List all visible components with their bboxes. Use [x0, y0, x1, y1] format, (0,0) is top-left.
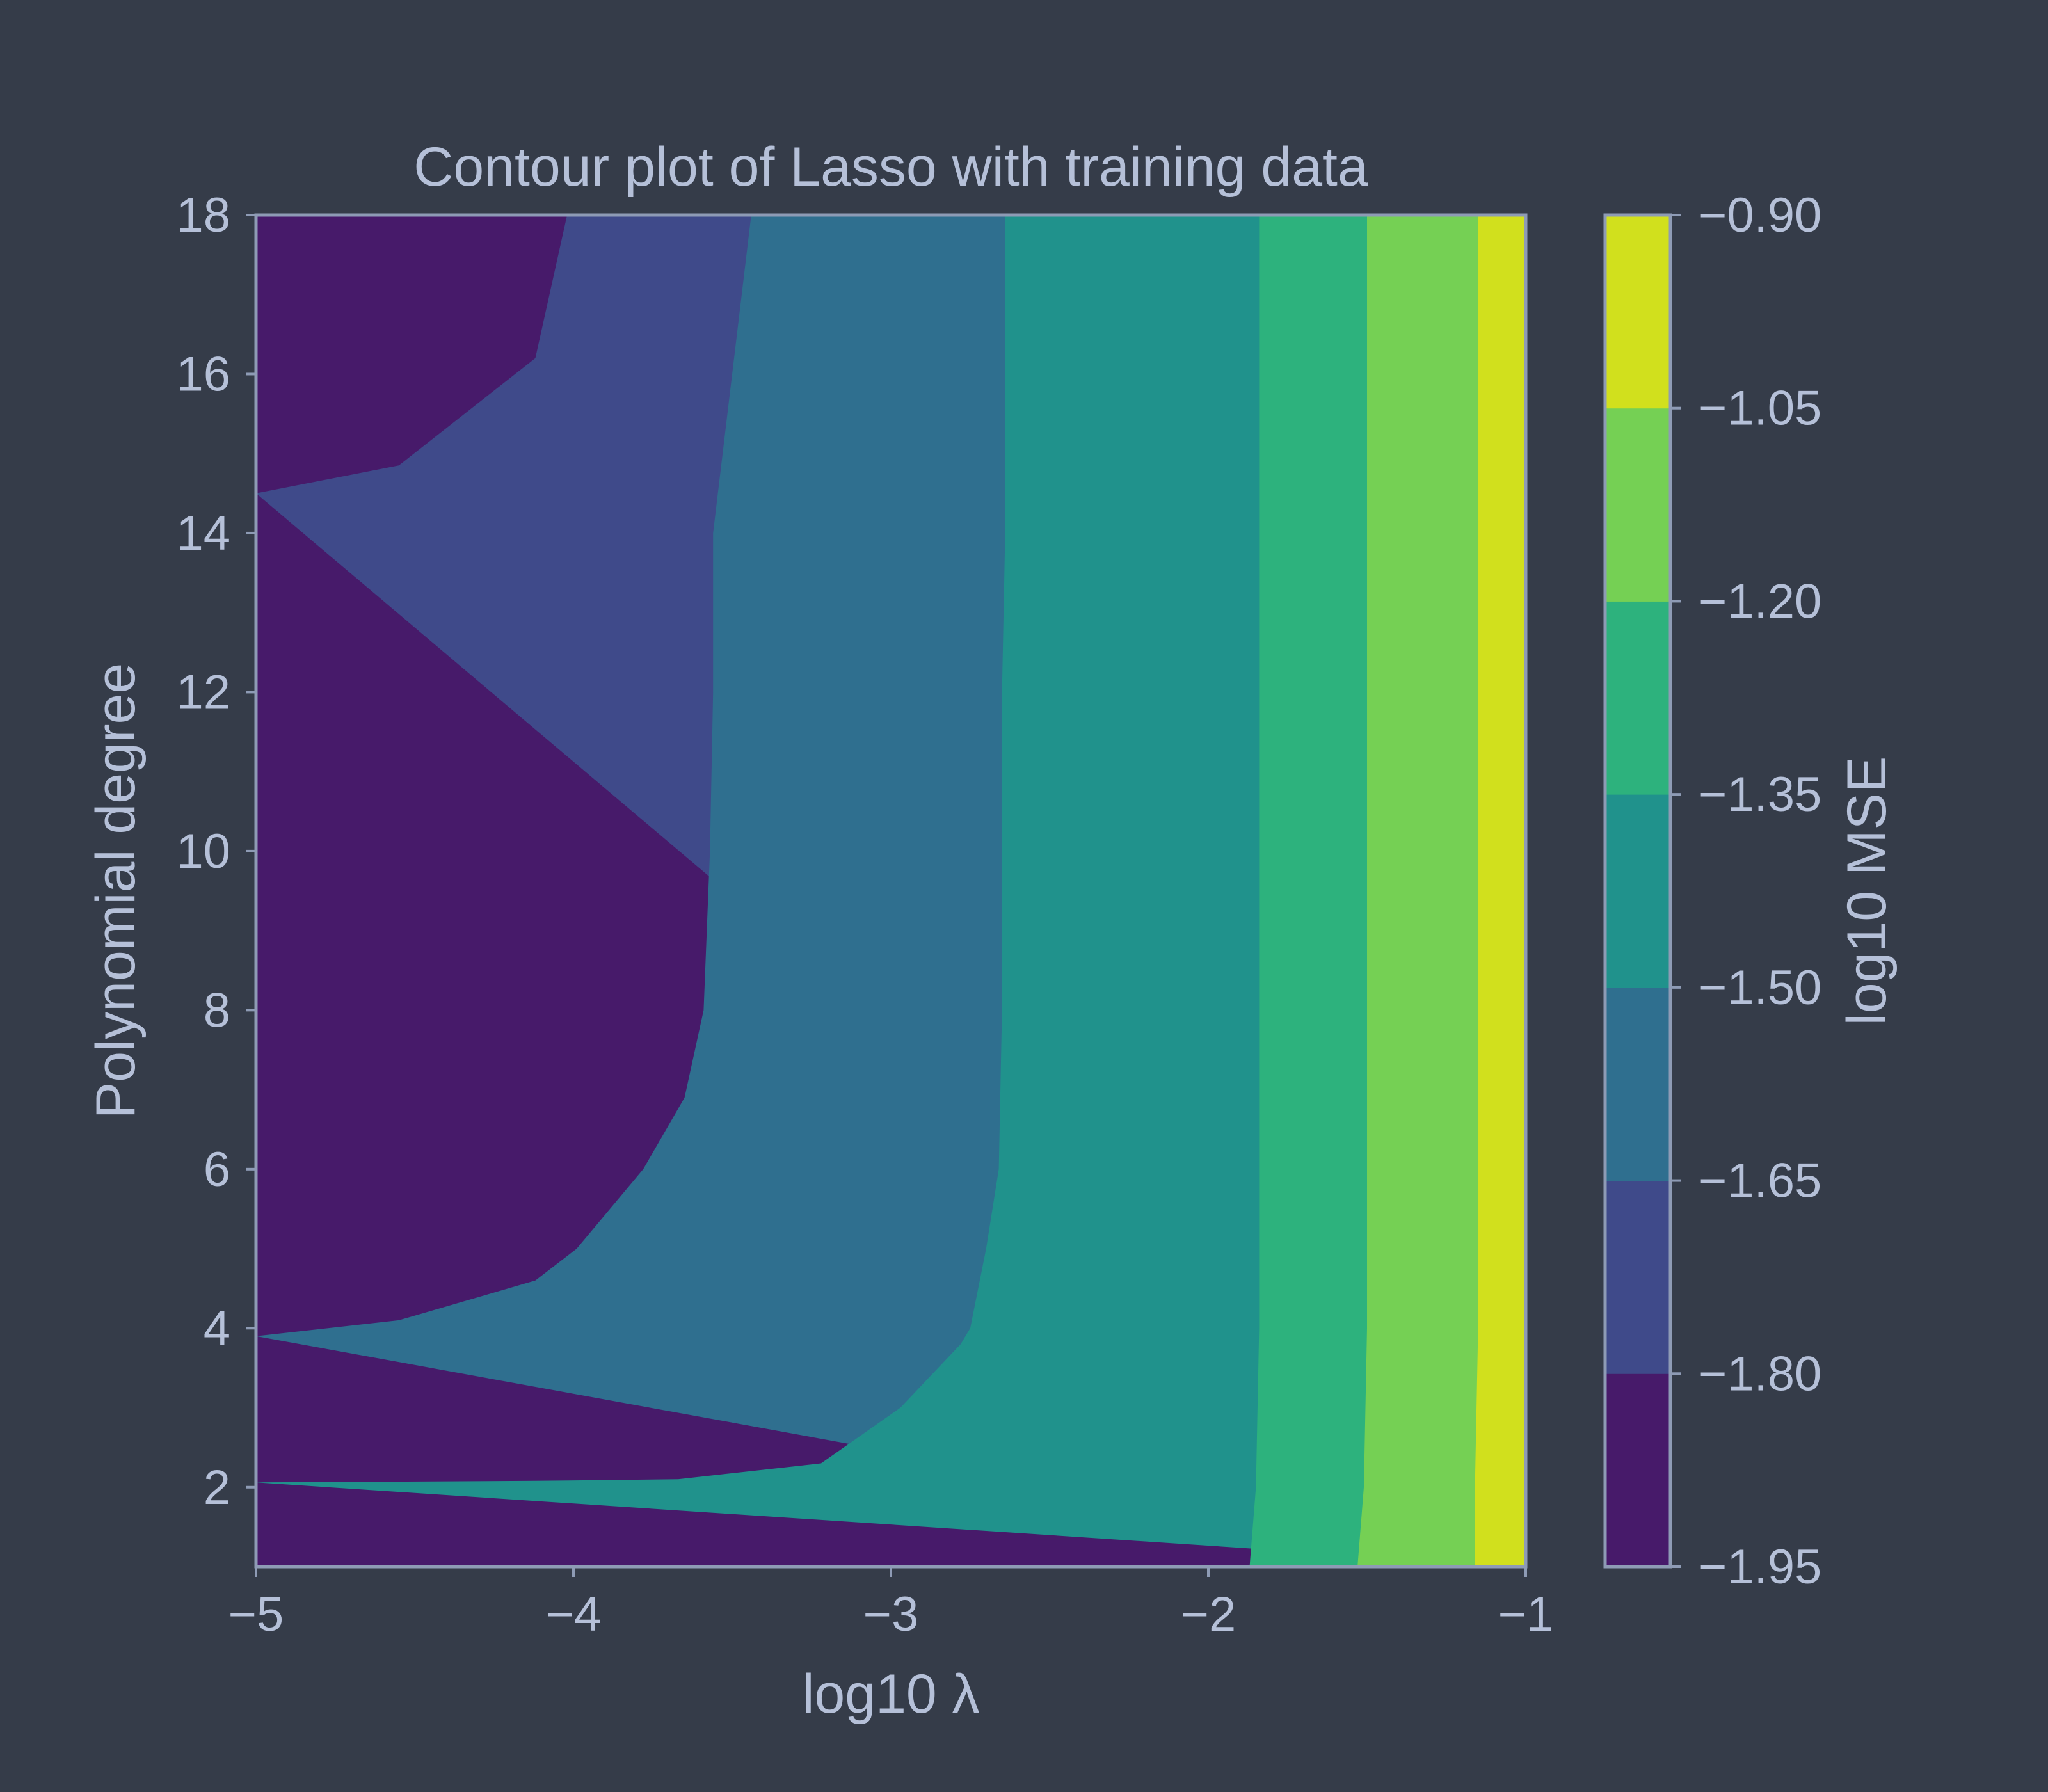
x-axis-ticks: −5 −4 −3 −2 −1 [228, 1567, 1554, 1642]
colorbar-ticks: −1.95 −1.80 −1.65 −1.50 −1.35 −1.20 −1.05 −0.90 [1670, 188, 1821, 1594]
colorbar-segment [1605, 1373, 1670, 1567]
y-tick-label: 18 [176, 188, 230, 243]
y-tick-label: 2 [204, 1460, 230, 1515]
x-tick-label: −3 [863, 1587, 919, 1642]
contour-band-6 [1475, 215, 1526, 1567]
x-tick-label: −1 [1498, 1587, 1554, 1642]
colorbar-tick-label: −1.20 [1699, 574, 1821, 628]
colorbar-frame [1603, 213, 1672, 1569]
colorbar-segment [1605, 601, 1670, 795]
colorbar-tick-label: −0.90 [1699, 188, 1821, 243]
colorbar-segment [1605, 987, 1670, 1181]
y-tick-label: 10 [176, 824, 230, 879]
colorbar-tick-label: −1.65 [1699, 1154, 1821, 1208]
x-tick-label: −4 [546, 1587, 602, 1642]
colorbar-segment [1605, 215, 1670, 409]
contour-band-3 [256, 215, 1526, 1567]
colorbar-label: log10 MSE [1836, 756, 1898, 1026]
y-tick-label: 4 [204, 1301, 230, 1356]
y-tick-label: 16 [176, 347, 230, 401]
colorbar-segment [1605, 408, 1670, 602]
colorbar-tick-label: −1.35 [1699, 767, 1821, 822]
y-tick-label: 8 [204, 983, 230, 1037]
colorbar-segment [1605, 1180, 1670, 1374]
x-axis-label: log10 λ [802, 1663, 979, 1725]
contour-bands [256, 215, 1526, 1567]
y-axis-label: Polynomial degree [85, 663, 147, 1119]
y-axis-ticks: 2 4 6 8 10 12 14 16 18 [176, 188, 256, 1515]
colorbar-tick-label: −1.95 [1699, 1540, 1821, 1594]
y-tick-label: 6 [204, 1142, 230, 1197]
x-tick-label: −2 [1181, 1587, 1236, 1642]
colorbar [1605, 215, 1670, 1567]
colorbar-tick-label: −1.80 [1699, 1347, 1821, 1401]
colorbar-segment [1605, 794, 1670, 988]
chart-title: Contour plot of Lasso with training data [413, 136, 1368, 198]
y-tick-label: 14 [176, 506, 230, 561]
y-tick-label: 12 [176, 665, 230, 719]
x-tick-label: −5 [228, 1587, 284, 1642]
colorbar-tick-label: −1.50 [1699, 961, 1821, 1015]
colorbar-tick-label: −1.05 [1699, 381, 1821, 436]
